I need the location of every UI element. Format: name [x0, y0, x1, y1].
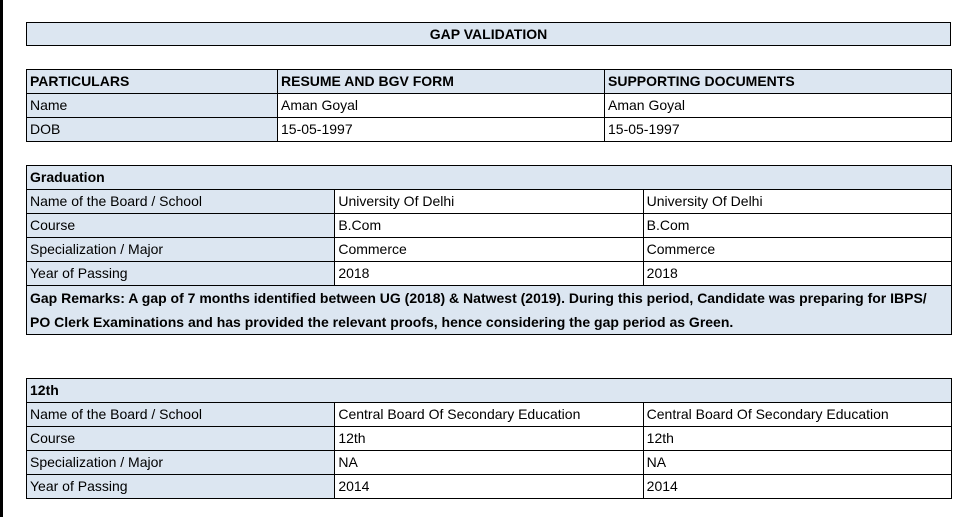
cell: 15-05-1997	[604, 117, 952, 142]
table-row: Name of the Board / School Central Board …	[25, 402, 953, 427]
row-label: Specialization / Major	[25, 450, 336, 475]
cell: 12th	[334, 426, 644, 451]
cell: University Of Delhi	[334, 189, 644, 214]
header-supporting: SUPPORTING DOCUMENTS	[604, 69, 952, 94]
cell: Commerce	[642, 237, 953, 262]
row-label: DOB	[26, 117, 278, 142]
cell: Central Board Of Secondary Education	[334, 402, 644, 427]
cell: Central Board Of Secondary Education	[642, 402, 953, 427]
table-row: Name of the Board / School University Of …	[25, 189, 953, 214]
page-title: GAP VALIDATION	[26, 22, 951, 46]
table-row: Name Aman Goyal Aman Goyal	[26, 93, 952, 118]
cell: Aman Goyal	[277, 93, 605, 118]
header-row: PARTICULARS RESUME AND BGV FORM SUPPORTI…	[26, 69, 952, 94]
row-label: Course	[25, 426, 336, 451]
table-row: Specialization / Major Commerce Commerce	[25, 237, 953, 262]
table-row: Course B.Com B.Com	[25, 213, 953, 238]
table-row: Year of Passing 2014 2014	[25, 474, 953, 499]
row-label: Specialization / Major	[25, 237, 336, 262]
cell: University Of Delhi	[642, 189, 953, 214]
row-label: Name of the Board / School	[25, 189, 336, 214]
table-row: Year of Passing 2018 2018	[25, 261, 953, 286]
cell: Aman Goyal	[604, 93, 952, 118]
table-row: Course 12th 12th	[25, 426, 953, 451]
section-heading: 12th	[26, 378, 952, 403]
twelfth-table: 12th Name of the Board / School Central B…	[25, 378, 953, 499]
cell: 12th	[642, 426, 953, 451]
table-row: Specialization / Major NA NA	[25, 450, 953, 475]
row-label: Year of Passing	[25, 261, 336, 286]
gap-remarks: Gap Remarks: A gap of 7 months identifie…	[26, 285, 952, 335]
section-heading: Graduation	[26, 165, 952, 190]
row-label: Name of the Board / School	[25, 402, 336, 427]
particulars-table: PARTICULARS RESUME AND BGV FORM SUPPORTI…	[26, 69, 952, 142]
cell: 2014	[334, 474, 644, 499]
cell: Commerce	[334, 237, 644, 262]
cell: 15-05-1997	[277, 117, 605, 142]
cell: NA	[334, 450, 644, 475]
cell: 2014	[642, 474, 953, 499]
header-resume: RESUME AND BGV FORM	[277, 69, 605, 94]
table-row: DOB 15-05-1997 15-05-1997	[26, 117, 952, 142]
row-label: Year of Passing	[25, 474, 336, 499]
cell: B.Com	[642, 213, 953, 238]
header-particulars: PARTICULARS	[26, 69, 278, 94]
cell: NA	[642, 450, 953, 475]
row-label: Course	[25, 213, 336, 238]
cell: B.Com	[334, 213, 644, 238]
graduation-table: Graduation Name of the Board / School Uni…	[25, 165, 953, 335]
left-edge	[0, 0, 3, 517]
cell: 2018	[642, 261, 953, 286]
cell: 2018	[334, 261, 644, 286]
row-label: Name	[26, 93, 278, 118]
